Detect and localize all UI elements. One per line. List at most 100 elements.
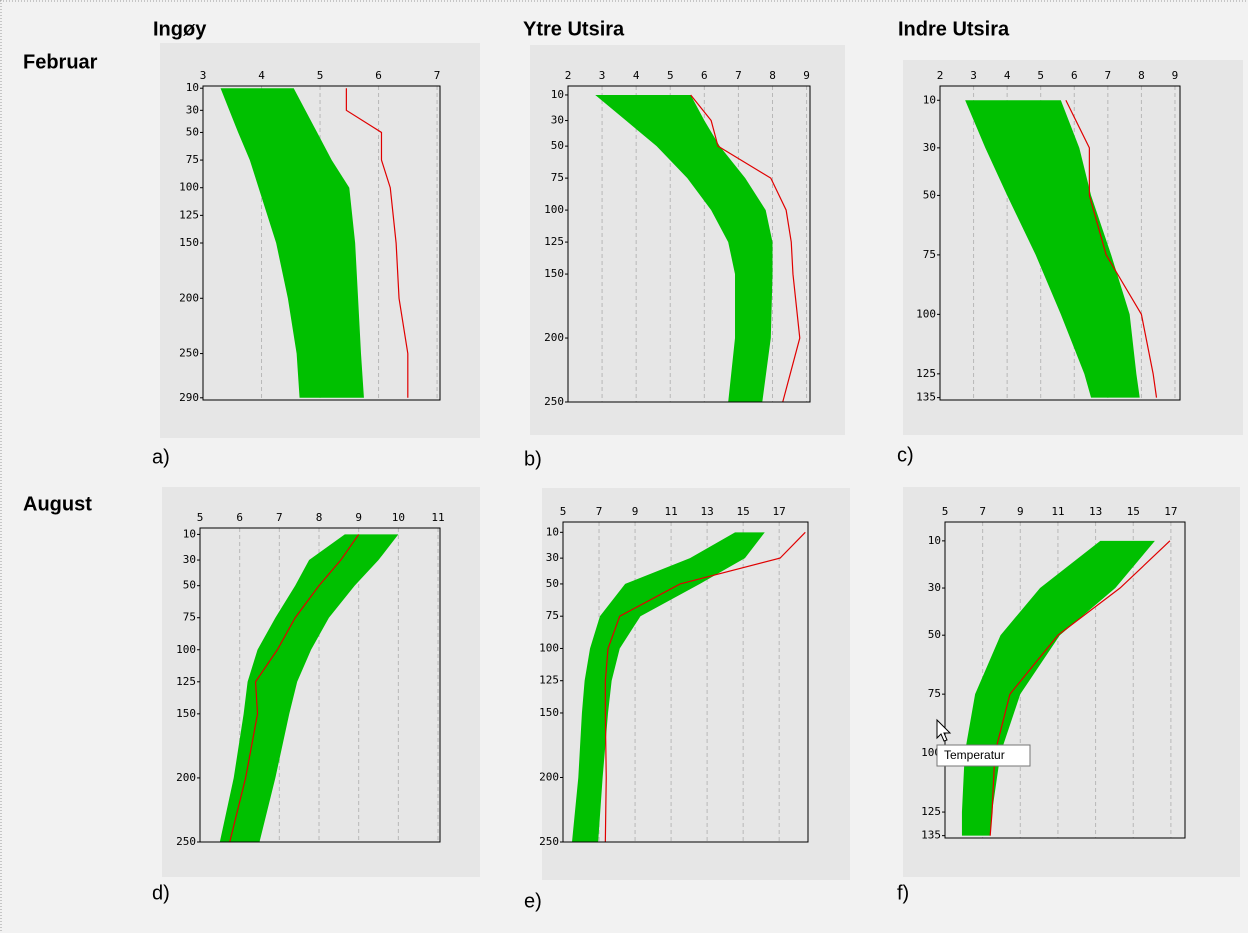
x-tick-label: 4	[258, 69, 265, 82]
plot-frame	[939, 85, 1181, 401]
panel-label: e)	[524, 890, 542, 912]
x-tick-label: 8	[316, 511, 323, 524]
x-tick-label: 5	[942, 505, 949, 518]
x-tick-label: 15	[737, 505, 750, 518]
y-tick-label: 75	[551, 171, 564, 184]
y-tick-label: 10	[551, 88, 564, 101]
y-tick-label: 290	[179, 391, 199, 404]
x-tick-label: 10	[392, 511, 405, 524]
x-tick-label: 11	[664, 505, 677, 518]
row-header: August	[23, 493, 92, 515]
x-tick-label: 9	[803, 69, 810, 82]
y-tick-label: 30	[551, 114, 564, 127]
x-tick-label: 9	[355, 511, 362, 524]
y-tick-label: 125	[179, 208, 199, 221]
x-tick-label: 13	[1089, 505, 1102, 518]
temperature-line	[1065, 100, 1158, 398]
y-tick-label: 125	[916, 367, 936, 380]
y-tick-label: 200	[544, 331, 564, 344]
x-tick-label: 7	[735, 69, 742, 82]
x-tick-label: 2	[937, 69, 944, 82]
y-tick-label: 50	[183, 579, 196, 592]
temperature-line	[229, 534, 360, 843]
temperature-band	[961, 540, 1155, 836]
y-tick-label: 150	[539, 706, 559, 719]
y-tick-label: 100	[539, 641, 559, 654]
y-tick-label: 50	[923, 188, 936, 201]
y-tick-label: 200	[176, 771, 196, 784]
x-tick-label: 9	[632, 505, 639, 518]
x-tick-label: 5	[560, 505, 567, 518]
x-tick-label: 7	[1105, 69, 1112, 82]
x-tick-label: 5	[317, 69, 324, 82]
y-tick-label: 100	[179, 181, 199, 194]
x-tick-label: 5	[667, 69, 674, 82]
y-tick-label: 150	[544, 267, 564, 280]
tooltip-box	[936, 744, 1031, 767]
x-tick-label: 17	[1164, 505, 1177, 518]
x-tick-label: 8	[1138, 69, 1145, 82]
y-tick-label: 125	[539, 674, 559, 687]
mouse-cursor	[936, 718, 952, 742]
y-tick-label: 10	[183, 527, 196, 540]
y-tick-label: 75	[186, 153, 199, 166]
plot-frame	[944, 521, 1186, 839]
temperature-band	[219, 534, 399, 842]
x-tick-label: 9	[1172, 69, 1179, 82]
temperature-line	[690, 94, 801, 403]
x-tick-label: 3	[200, 69, 207, 82]
x-tick-label: 3	[599, 69, 606, 82]
y-tick-label: 250	[179, 347, 199, 360]
column-header: Indre Utsira	[898, 18, 1010, 40]
x-tick-label: 4	[1004, 69, 1011, 82]
x-tick-label: 4	[633, 69, 640, 82]
y-tick-label: 75	[928, 687, 941, 700]
y-tick-label: 50	[928, 628, 941, 641]
y-tick-label: 135	[921, 829, 941, 842]
temperature-band	[572, 532, 765, 842]
temperature-band	[220, 88, 364, 398]
x-tick-label: 11	[1051, 505, 1064, 518]
y-tick-label: 150	[179, 236, 199, 249]
y-tick-label: 125	[176, 675, 196, 688]
y-tick-label: 100	[176, 643, 196, 656]
x-tick-label: 17	[773, 505, 786, 518]
temperature-band	[595, 94, 773, 402]
tooltip-text: Temperatur	[944, 748, 1005, 762]
temperature-line	[989, 540, 1171, 836]
x-tick-label: 5	[197, 511, 204, 524]
plot-frame	[199, 527, 441, 843]
y-tick-label: 10	[546, 525, 559, 538]
column-header: Ingøy	[153, 18, 207, 40]
y-tick-label: 250	[176, 835, 196, 848]
y-tick-label: 10	[928, 534, 941, 547]
y-tick-label: 10	[923, 93, 936, 106]
y-tick-label: 30	[923, 141, 936, 154]
x-tick-label: 7	[434, 69, 441, 82]
x-tick-label: 6	[701, 69, 708, 82]
y-tick-label: 75	[183, 611, 196, 624]
x-tick-label: 7	[979, 505, 986, 518]
panel-label: b)	[524, 448, 542, 470]
x-tick-label: 7	[596, 505, 603, 518]
x-tick-label: 8	[769, 69, 776, 82]
x-tick-label: 6	[1071, 69, 1078, 82]
tooltip: Temperatur	[936, 718, 1031, 767]
x-tick-label: 6	[375, 69, 382, 82]
column-header: Ytre Utsira	[523, 18, 625, 40]
y-tick-label: 250	[539, 835, 559, 848]
plot-frame	[562, 521, 809, 843]
y-tick-label: 125	[544, 235, 564, 248]
x-tick-label: 9	[1017, 505, 1024, 518]
temperature-line	[345, 88, 409, 398]
y-tick-label: 50	[186, 125, 199, 138]
y-tick-label: 200	[179, 291, 199, 304]
y-tick-label: 30	[183, 553, 196, 566]
y-tick-label: 100	[921, 746, 941, 759]
x-tick-label: 15	[1127, 505, 1140, 518]
x-tick-label: 6	[236, 511, 243, 524]
x-tick-label: 2	[565, 69, 572, 82]
y-tick-label: 50	[546, 577, 559, 590]
